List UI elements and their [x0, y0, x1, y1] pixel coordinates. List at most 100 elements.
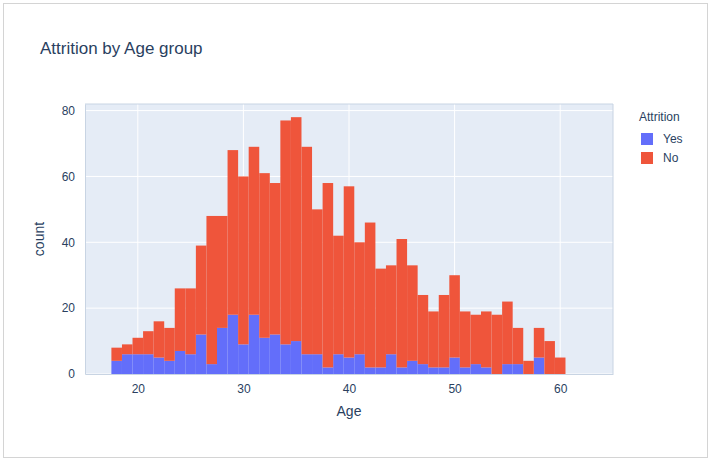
bar	[397, 367, 408, 374]
bar	[407, 361, 418, 374]
axis-line	[86, 374, 614, 375]
tick: 60	[554, 374, 568, 396]
grid-line	[560, 104, 561, 374]
bar	[122, 354, 133, 374]
bar	[470, 315, 481, 364]
bar	[206, 364, 217, 374]
bar	[185, 288, 196, 354]
tick: 40	[62, 236, 85, 250]
y-axis-title: count	[31, 222, 47, 256]
bar	[196, 334, 207, 374]
bar	[439, 367, 450, 374]
series	[111, 117, 565, 374]
bar	[344, 358, 355, 374]
bar	[143, 354, 154, 374]
bar	[217, 216, 228, 328]
bar	[280, 344, 291, 374]
tick-label: 60	[62, 170, 76, 184]
legend-swatch[interactable]	[641, 152, 653, 164]
bar	[333, 354, 344, 374]
bar	[323, 367, 334, 374]
bar	[492, 315, 503, 374]
bar	[365, 367, 376, 374]
bar	[460, 311, 471, 367]
bar	[386, 354, 397, 374]
bar	[449, 358, 460, 374]
axis-line	[613, 104, 614, 374]
bars	[111, 117, 565, 374]
grid	[85, 104, 613, 374]
bar	[428, 311, 439, 367]
bar	[502, 302, 513, 365]
tick-label: 0	[68, 367, 75, 381]
bar	[259, 338, 270, 374]
bar	[418, 295, 429, 364]
bar	[397, 239, 408, 367]
bar	[502, 364, 513, 374]
bar	[534, 328, 545, 358]
tick-label: 60	[554, 382, 568, 396]
tick: 80	[62, 104, 85, 118]
bar	[228, 150, 239, 315]
bar	[460, 367, 471, 374]
bar	[164, 361, 175, 374]
tick-label: 40	[343, 382, 357, 396]
bar	[249, 147, 260, 315]
bar	[375, 367, 386, 374]
bar	[323, 183, 334, 367]
tick: 20	[62, 301, 85, 315]
bar	[164, 328, 175, 361]
bar	[133, 354, 144, 374]
bar	[523, 361, 534, 374]
bar	[259, 173, 270, 338]
bar	[228, 315, 239, 374]
bar	[175, 288, 186, 351]
bar	[217, 328, 228, 374]
legend-label[interactable]: No	[663, 151, 679, 165]
bar	[301, 147, 312, 354]
bar	[238, 176, 249, 344]
bar	[249, 315, 260, 374]
bar	[428, 367, 439, 374]
bar	[481, 311, 492, 367]
bar	[238, 344, 249, 374]
bar	[291, 117, 302, 341]
x-axis-title: Age	[337, 403, 362, 419]
bar	[206, 216, 217, 364]
bar	[133, 338, 144, 354]
bar	[449, 275, 460, 357]
plot-background	[85, 104, 613, 374]
bar	[333, 236, 344, 355]
tick-label: 80	[62, 104, 76, 118]
tick-label: 30	[237, 382, 251, 396]
bar	[513, 328, 524, 364]
tick: 30	[237, 374, 251, 396]
bar	[344, 186, 355, 357]
x-axis: 20 30 40 50 60	[86, 374, 614, 396]
bar	[418, 364, 429, 374]
bar	[154, 321, 165, 357]
tick-label: 50	[448, 382, 462, 396]
tick-label: 20	[132, 382, 146, 396]
tick: 50	[448, 374, 462, 396]
bar	[280, 120, 291, 344]
bar	[196, 246, 207, 335]
legend-title: Attrition	[639, 110, 680, 124]
bar	[386, 265, 397, 354]
bar	[481, 367, 492, 374]
bar	[312, 354, 323, 374]
legend-swatch[interactable]	[641, 133, 653, 145]
bar	[513, 364, 524, 374]
bar	[354, 242, 365, 354]
bar	[270, 183, 281, 334]
legend-label[interactable]: Yes	[663, 132, 683, 146]
bar	[175, 351, 186, 374]
bar	[354, 354, 365, 374]
bar	[111, 361, 122, 374]
chart: 2030405060020406080Attrition by Age grou…	[0, 0, 714, 464]
bar	[407, 265, 418, 360]
tick: 20	[132, 374, 146, 396]
bar	[470, 364, 481, 374]
legend: Attrition Yes No	[639, 110, 683, 165]
bar	[111, 348, 122, 361]
